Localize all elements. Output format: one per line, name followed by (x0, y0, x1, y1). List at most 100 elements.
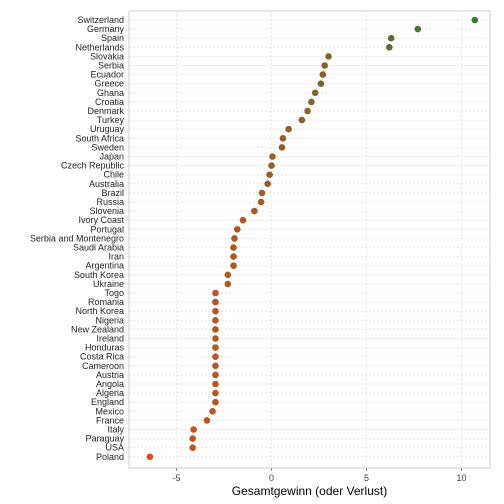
category-label: France (96, 415, 124, 425)
category-label: Angola (96, 379, 124, 389)
category-label: Croatia (95, 97, 124, 107)
data-point (251, 207, 258, 215)
data-point (212, 353, 219, 361)
data-point (268, 162, 275, 169)
data-point (212, 362, 219, 370)
x-tick-label: -5 (172, 473, 180, 483)
data-point (230, 262, 237, 270)
data-point (264, 180, 272, 188)
category-label: Honduras (85, 343, 125, 353)
data-point (325, 53, 332, 60)
category-label: North Korea (75, 306, 124, 316)
x-axis-title: Gesamtgewinn (oder Verlust) (232, 484, 387, 498)
category-label: Ghana (97, 88, 124, 98)
data-point (212, 371, 219, 379)
data-point (279, 135, 287, 142)
category-label: Paraguay (85, 434, 124, 444)
data-point (146, 453, 154, 461)
category-label: Austria (96, 370, 124, 380)
category-label: Uruguay (90, 124, 125, 134)
category-label: Argentina (85, 261, 124, 271)
category-label: Sweden (91, 142, 124, 152)
data-point (190, 426, 197, 433)
data-point (212, 344, 219, 351)
category-label: Nigeria (95, 315, 124, 325)
category-label: Germany (87, 24, 125, 34)
category-label: Ecuador (90, 70, 124, 80)
data-point (258, 189, 266, 197)
category-label: Portugal (90, 224, 124, 234)
plot-panel-border (128, 10, 491, 469)
data-point (471, 16, 479, 24)
data-point (414, 25, 422, 33)
category-label: Russia (96, 197, 124, 207)
data-point (231, 235, 238, 242)
category-label: Czech Republic (61, 161, 125, 171)
data-point (203, 417, 211, 424)
data-point (311, 89, 319, 97)
category-label: Mexico (95, 406, 124, 416)
data-point (189, 435, 196, 442)
data-point (230, 244, 237, 251)
data-points (146, 16, 479, 461)
category-label: Costa Rica (80, 352, 124, 362)
data-point (304, 107, 311, 115)
category-label: Spain (101, 33, 124, 43)
category-label: Serbia (98, 61, 124, 71)
data-point (212, 398, 219, 406)
data-point (308, 98, 315, 106)
category-label: South Korea (74, 270, 124, 280)
category-label: Romania (88, 297, 124, 307)
category-label: Brazil (101, 188, 124, 198)
data-point (230, 253, 237, 260)
x-axis-ticks: -5 0 5 10 (172, 468, 467, 483)
data-point (298, 116, 306, 124)
category-label: Ireland (96, 334, 124, 344)
category-label: Italy (107, 425, 124, 435)
data-point (212, 298, 219, 306)
data-point (212, 326, 219, 333)
data-point (224, 271, 232, 279)
data-point (321, 62, 329, 69)
category-label: England (91, 397, 124, 407)
category-label: New Zealand (71, 324, 124, 334)
category-label: Turkey (97, 115, 125, 125)
data-point (285, 125, 292, 133)
data-point (212, 389, 219, 397)
x-tick-label: 10 (456, 473, 466, 483)
category-label: Cameroon (82, 361, 124, 371)
data-point (209, 408, 216, 415)
category-label: Chile (103, 170, 124, 180)
data-point (278, 144, 286, 151)
category-label: Togo (104, 288, 124, 298)
data-point (234, 226, 241, 233)
category-label: Algeria (96, 388, 124, 398)
data-point (212, 307, 219, 315)
category-label: Poland (96, 452, 124, 462)
category-label: Ivory Coast (78, 215, 124, 225)
data-point (319, 71, 327, 78)
data-point (257, 198, 265, 206)
data-point (386, 44, 393, 51)
category-label: Australia (89, 179, 124, 189)
data-point (269, 153, 276, 160)
data-point (212, 317, 219, 324)
data-point (266, 171, 273, 178)
data-point (189, 444, 196, 452)
category-label: Serbia and Montenegro (30, 233, 124, 243)
category-label: Japan (99, 152, 124, 162)
category-label: Denmark (87, 106, 124, 116)
category-label: Slovakia (90, 51, 124, 61)
data-point (239, 216, 247, 224)
data-point (212, 380, 219, 388)
data-point (224, 280, 232, 288)
category-label: Greece (94, 79, 124, 89)
category-label: Netherlands (75, 42, 124, 52)
category-label: South Africa (75, 133, 124, 143)
data-point (387, 34, 395, 42)
data-point (212, 289, 219, 297)
category-label: Switzerland (77, 15, 124, 25)
category-label: Saudi Arabia (73, 243, 124, 253)
category-label: Iran (108, 252, 124, 262)
